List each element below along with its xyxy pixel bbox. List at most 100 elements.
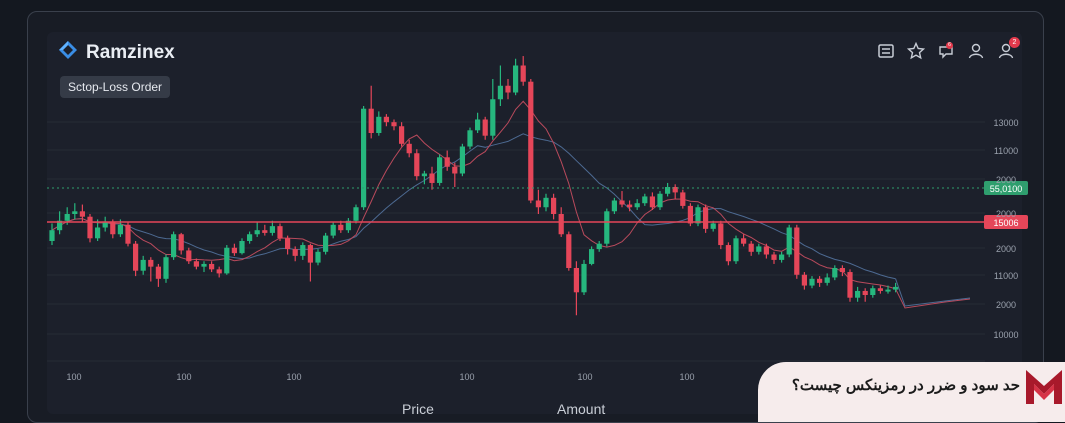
candle-body <box>733 238 739 262</box>
candle-body <box>710 223 716 229</box>
y-tick-label: 2000 <box>996 209 1016 219</box>
candle-body <box>885 289 891 292</box>
candle-body <box>323 235 329 252</box>
candle-body <box>49 230 55 241</box>
candle-body <box>459 146 465 174</box>
candle-body <box>178 234 184 251</box>
candle-body <box>763 246 769 255</box>
article-banner[interactable] <box>758 362 1065 422</box>
candle-body <box>566 234 572 268</box>
brand[interactable]: Ramzinex <box>58 40 175 65</box>
candle-body <box>809 278 815 286</box>
candle-body <box>361 108 367 208</box>
ma-slow-tail <box>895 278 971 307</box>
candle-body <box>794 227 800 275</box>
user-icon[interactable] <box>967 42 985 60</box>
candle-body <box>528 81 534 201</box>
candle-body <box>171 234 177 258</box>
candle-body <box>718 223 724 246</box>
candle-body <box>285 238 291 250</box>
candle-body <box>437 157 443 183</box>
candle-body <box>649 196 655 208</box>
candle-body <box>117 224 123 235</box>
profile-icon[interactable]: 2 <box>997 37 1020 60</box>
candle-body <box>551 197 557 214</box>
candle-body <box>125 224 131 244</box>
candle-body <box>619 200 625 205</box>
candle-body <box>414 153 420 177</box>
order-type-badge[interactable]: Sctop-Loss Order <box>60 76 171 98</box>
candle-body <box>558 214 564 235</box>
candle-body <box>307 245 313 263</box>
candle-body <box>444 157 450 167</box>
price-tag-label: 15006 <box>993 218 1018 228</box>
candle-body <box>824 277 830 283</box>
candle-body <box>627 204 633 208</box>
price-tag <box>984 181 1028 195</box>
candle-body <box>247 234 253 241</box>
candle-body <box>429 173 435 183</box>
candle-body <box>611 200 617 212</box>
x-tick-label: 100 <box>679 372 694 382</box>
y-tick-label: 11000 <box>994 271 1018 281</box>
candle-body <box>110 222 116 235</box>
candle-body <box>680 192 686 206</box>
candle-body <box>490 99 496 136</box>
candle-body <box>353 207 359 221</box>
candle-body <box>345 220 351 231</box>
price-tag <box>984 215 1028 229</box>
candle-body <box>95 227 101 239</box>
grid-lines <box>47 121 985 362</box>
candle-body <box>847 272 853 298</box>
star-icon[interactable] <box>906 41 926 60</box>
candle-body <box>543 197 549 208</box>
candle-body <box>148 259 154 267</box>
candle-body <box>201 263 207 267</box>
candle-body <box>277 226 283 239</box>
y-axis: 13000 11000 2000 2000 2000 11000 2000 10000 <box>993 118 1018 340</box>
candle-body <box>870 288 876 295</box>
candle-body <box>505 85 511 93</box>
amount-label: Amount <box>557 401 606 417</box>
candle-body <box>231 247 237 254</box>
ramzinex-logo-icon <box>58 40 78 65</box>
x-tick-label: 100 <box>286 372 301 382</box>
notification-badge: 6 <box>946 42 953 49</box>
candle-body <box>786 227 792 255</box>
notification-icon[interactable]: 6 <box>937 42 955 60</box>
y-tick-label: 2000 <box>996 244 1016 254</box>
price-lines: 55,0100 15006 <box>47 181 1028 229</box>
candle-body <box>589 249 595 264</box>
candle-body <box>216 269 222 274</box>
candle-body <box>140 259 146 271</box>
brand-name: Ramzinex <box>86 41 175 63</box>
candle-body <box>155 266 161 279</box>
candle-body <box>399 126 405 144</box>
document-icon[interactable] <box>877 42 895 60</box>
candle-body <box>497 85 503 100</box>
candle-body <box>254 230 260 235</box>
candle-body <box>224 247 230 274</box>
candle-body <box>269 226 275 233</box>
candle-body <box>102 222 108 228</box>
candle-body <box>383 116 389 123</box>
site-logo-icon <box>1024 364 1064 413</box>
candle-body <box>862 290 868 295</box>
y-tick-label: 10000 <box>993 330 1018 340</box>
candle-body <box>596 243 602 250</box>
candle-body <box>262 230 268 233</box>
header-icons: 6 2 <box>877 37 1020 60</box>
candle-body <box>163 257 169 279</box>
candle-body <box>475 119 481 131</box>
candle-body <box>642 196 648 204</box>
price-tag-label: 55,0100 <box>990 184 1023 194</box>
candle-body <box>239 241 245 254</box>
candle-body <box>779 254 785 260</box>
x-tick-label: 100 <box>577 372 592 382</box>
candle-body <box>57 220 63 231</box>
y-tick-label: 2000 <box>996 175 1016 185</box>
candle-body <box>64 214 70 221</box>
candle-body <box>756 246 762 252</box>
y-tick-label: 11000 <box>994 146 1018 156</box>
ma-fast-line <box>51 100 896 290</box>
